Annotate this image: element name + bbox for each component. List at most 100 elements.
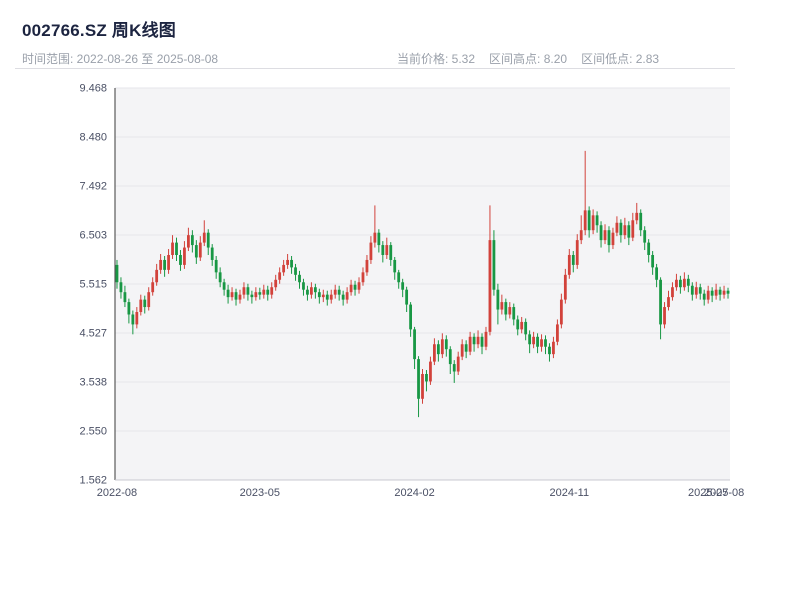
candle xyxy=(286,254,289,269)
candle xyxy=(706,285,710,304)
candle xyxy=(694,281,698,299)
candle xyxy=(325,290,329,306)
candle xyxy=(425,370,428,392)
candle xyxy=(682,272,686,291)
candle xyxy=(456,351,460,375)
candle xyxy=(532,331,535,349)
x-tick-label: 2025-08 xyxy=(704,487,744,499)
candle xyxy=(671,282,674,301)
candle xyxy=(214,255,218,279)
candle xyxy=(615,216,619,237)
candle xyxy=(472,333,476,352)
candle xyxy=(603,224,607,245)
candle xyxy=(627,221,631,246)
candle xyxy=(599,221,603,248)
y-tick-label: 6.503 xyxy=(79,230,107,242)
candle xyxy=(540,334,543,352)
candle xyxy=(302,278,305,296)
candle xyxy=(151,277,155,296)
candle xyxy=(429,356,432,385)
y-tick-label: 5.515 xyxy=(79,279,107,291)
candle xyxy=(377,229,381,253)
candle xyxy=(524,318,528,341)
candle xyxy=(401,278,405,298)
candle xyxy=(698,283,702,300)
candle xyxy=(567,249,571,279)
candle xyxy=(512,303,516,326)
candle xyxy=(127,298,131,324)
candle xyxy=(460,339,464,361)
candle xyxy=(131,310,135,335)
range-low-stat: 区间低点: 2.83 xyxy=(581,52,660,66)
candle xyxy=(183,241,186,269)
candle xyxy=(389,242,393,266)
candle xyxy=(218,267,222,288)
candle xyxy=(675,273,678,291)
candle xyxy=(575,234,579,269)
candle xyxy=(159,254,163,274)
candle xyxy=(536,333,539,354)
candle xyxy=(433,338,436,366)
candle xyxy=(298,270,301,289)
candle xyxy=(115,259,119,289)
candle xyxy=(194,240,198,264)
candle xyxy=(321,289,325,303)
candle xyxy=(440,333,444,359)
candle xyxy=(282,259,286,276)
candle xyxy=(206,229,210,255)
candle xyxy=(341,290,345,306)
candle xyxy=(234,288,238,306)
candle xyxy=(679,275,682,294)
candle xyxy=(123,285,127,308)
candle xyxy=(619,219,623,243)
candle xyxy=(714,283,718,300)
candle xyxy=(448,346,452,374)
candle xyxy=(313,283,317,299)
candle xyxy=(651,251,655,275)
candle xyxy=(147,287,151,311)
candle xyxy=(397,269,401,289)
candle xyxy=(329,289,333,304)
candle xyxy=(496,283,500,325)
candle xyxy=(480,333,484,355)
candle xyxy=(242,282,246,299)
candle xyxy=(317,288,321,304)
candle xyxy=(139,294,143,316)
candle xyxy=(464,340,468,359)
candle xyxy=(643,226,647,251)
candle xyxy=(718,286,722,301)
candle xyxy=(365,254,369,276)
candle xyxy=(306,285,309,301)
candle xyxy=(659,277,662,340)
candle xyxy=(222,278,226,296)
candle xyxy=(579,215,583,245)
candle xyxy=(563,268,567,304)
candle xyxy=(361,267,365,286)
candle xyxy=(702,289,706,306)
candle xyxy=(202,220,206,247)
candle xyxy=(198,236,202,261)
y-tick-label: 7.492 xyxy=(79,180,107,192)
candle xyxy=(611,227,615,250)
candle xyxy=(484,326,488,351)
candle xyxy=(559,293,563,329)
candle xyxy=(647,239,651,263)
candle xyxy=(500,294,504,315)
candle xyxy=(369,236,373,264)
x-tick-label: 2024-11 xyxy=(550,487,590,499)
kline-chart: 1.562 2.550 3.538 4.527 5.515 6.503 7.492 8.480… xyxy=(0,72,790,522)
candle xyxy=(726,287,730,299)
candle xyxy=(254,287,258,301)
candle xyxy=(468,331,472,356)
candle xyxy=(294,263,297,281)
candle xyxy=(667,290,670,311)
candle xyxy=(504,298,508,321)
stats-group: 当前价格: 5.32 区间高点: 8.20 区间低点: 2.83 xyxy=(397,50,659,67)
candle xyxy=(345,287,349,304)
candle xyxy=(393,256,397,280)
y-tick-label: 4.527 xyxy=(79,327,107,339)
candle xyxy=(686,274,690,293)
candle xyxy=(591,209,595,235)
candle xyxy=(270,282,274,299)
